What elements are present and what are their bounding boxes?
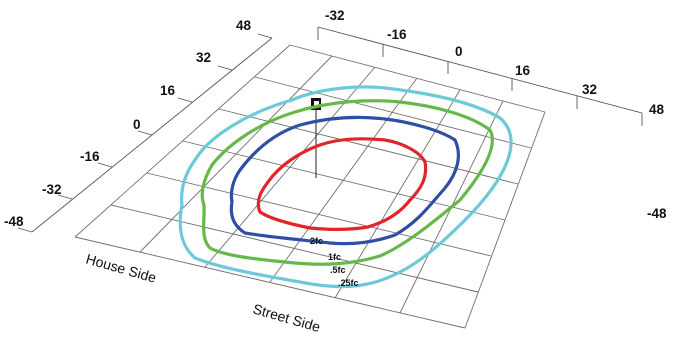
light-fixture-icon xyxy=(311,98,321,110)
house-side-label: House Side xyxy=(84,251,158,286)
street-side-label: Street Side xyxy=(251,301,322,336)
top-tick-32: 32 xyxy=(582,82,597,97)
ground-grid xyxy=(74,44,546,329)
top-tick-neg16: -16 xyxy=(387,27,407,42)
contour-1fc xyxy=(229,115,460,246)
contour-025fc xyxy=(178,85,513,289)
left-tick-32: 32 xyxy=(196,50,211,65)
left-tick-48: 48 xyxy=(236,18,252,33)
left-tick-16: 16 xyxy=(160,83,176,98)
top-tick-16: 16 xyxy=(515,63,531,78)
top-tick-neg32: -32 xyxy=(325,8,345,23)
contour-05fc xyxy=(200,99,494,266)
left-tick-neg16: -16 xyxy=(80,149,100,164)
top-scale-axis xyxy=(317,26,643,126)
right-tick-neg48: -48 xyxy=(647,206,667,221)
left-scale-axis xyxy=(17,33,273,233)
contour-label-05fc: .5fc xyxy=(330,265,346,275)
top-tick-48: 48 xyxy=(649,102,665,117)
contour-label-2fc: 2fc xyxy=(310,236,323,246)
left-tick-0: 0 xyxy=(133,117,141,132)
contour-label-025fc: .25fc xyxy=(338,278,359,288)
contour-2fc xyxy=(256,137,428,231)
top-tick-0: 0 xyxy=(455,44,463,59)
left-tick-neg48: -48 xyxy=(4,214,24,229)
contour-label-1fc: 1fc xyxy=(328,252,341,262)
left-tick-neg32: -32 xyxy=(42,182,62,197)
